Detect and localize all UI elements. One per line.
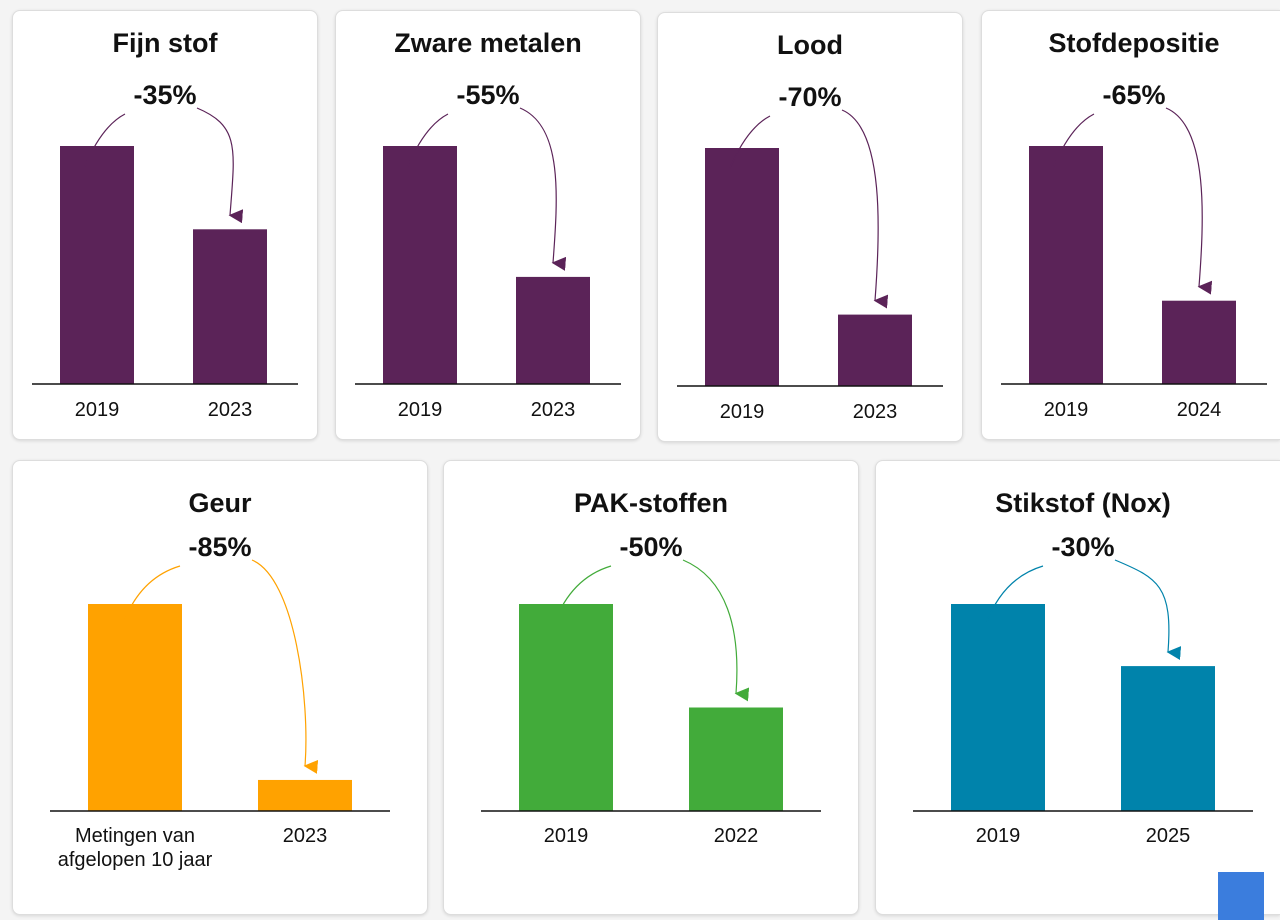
- arrow: [841, 109, 889, 309]
- bar: [60, 146, 134, 384]
- x-tick-label: 2019: [397, 399, 443, 421]
- reduction-label: -35%: [115, 80, 215, 111]
- chart-title: Fijn stof: [112, 28, 218, 58]
- reduction-label: -30%: [1033, 532, 1133, 563]
- reduction-label: -50%: [601, 532, 701, 563]
- bar: [689, 707, 783, 811]
- arrow-tail: [553, 565, 612, 625]
- bar: [1029, 146, 1103, 384]
- arrow-tail: [84, 113, 126, 167]
- chart-card: [12, 460, 428, 915]
- bar: [258, 779, 352, 811]
- chart-title: Stikstof (Nox): [995, 488, 1171, 518]
- arrow-tail: [122, 565, 181, 625]
- reduction-label: -65%: [1084, 80, 1184, 111]
- bar: [1121, 666, 1215, 811]
- x-tick-label: 2019: [719, 401, 765, 423]
- x-tick-label: 2023: [207, 399, 253, 421]
- x-tick-label: 2019: [1043, 399, 1089, 421]
- reduction-label: -85%: [170, 532, 270, 563]
- x-tick-label: 2019: [975, 825, 1021, 847]
- arrow-tail: [729, 115, 771, 169]
- x-tick-label: 2023: [282, 825, 328, 847]
- arrow: [196, 107, 244, 224]
- bar: [519, 604, 613, 811]
- x-tick-label: 2019: [74, 399, 120, 421]
- arrow: [251, 559, 319, 774]
- x-tick-label: 2023: [530, 399, 576, 421]
- x-tick-label: 2024: [1176, 399, 1222, 421]
- x-tick-label: Metingen van afgelopen 10 jaar: [57, 825, 213, 871]
- bar: [951, 604, 1045, 811]
- bar: [1162, 300, 1236, 384]
- chart-title: Stofdepositie: [1048, 28, 1220, 58]
- arrow-tail: [407, 113, 449, 167]
- arrow: [1165, 107, 1213, 295]
- chart-title: PAK-stoffen: [574, 488, 728, 518]
- chart-title: Zware metalen: [394, 28, 582, 58]
- x-tick-label: 2022: [713, 825, 759, 847]
- arrow: [682, 559, 750, 702]
- corner-button[interactable]: [1218, 872, 1264, 920]
- bar: [705, 148, 779, 386]
- arrow: [519, 107, 567, 271]
- x-tick-label: 2019: [543, 825, 589, 847]
- reduction-label: -55%: [438, 80, 538, 111]
- chart-title: Lood: [777, 30, 843, 60]
- reduction-label: -70%: [760, 82, 860, 113]
- x-tick-label: 2023: [852, 401, 898, 423]
- bar: [193, 229, 267, 384]
- bar: [516, 276, 590, 384]
- bar: [838, 314, 912, 386]
- arrow-tail: [985, 565, 1044, 625]
- bar: [88, 604, 182, 811]
- arrow: [1114, 559, 1182, 661]
- bar: [383, 146, 457, 384]
- arrow-tail: [1053, 113, 1095, 167]
- chart-title: Geur: [188, 488, 252, 518]
- x-tick-label: 2025: [1145, 825, 1191, 847]
